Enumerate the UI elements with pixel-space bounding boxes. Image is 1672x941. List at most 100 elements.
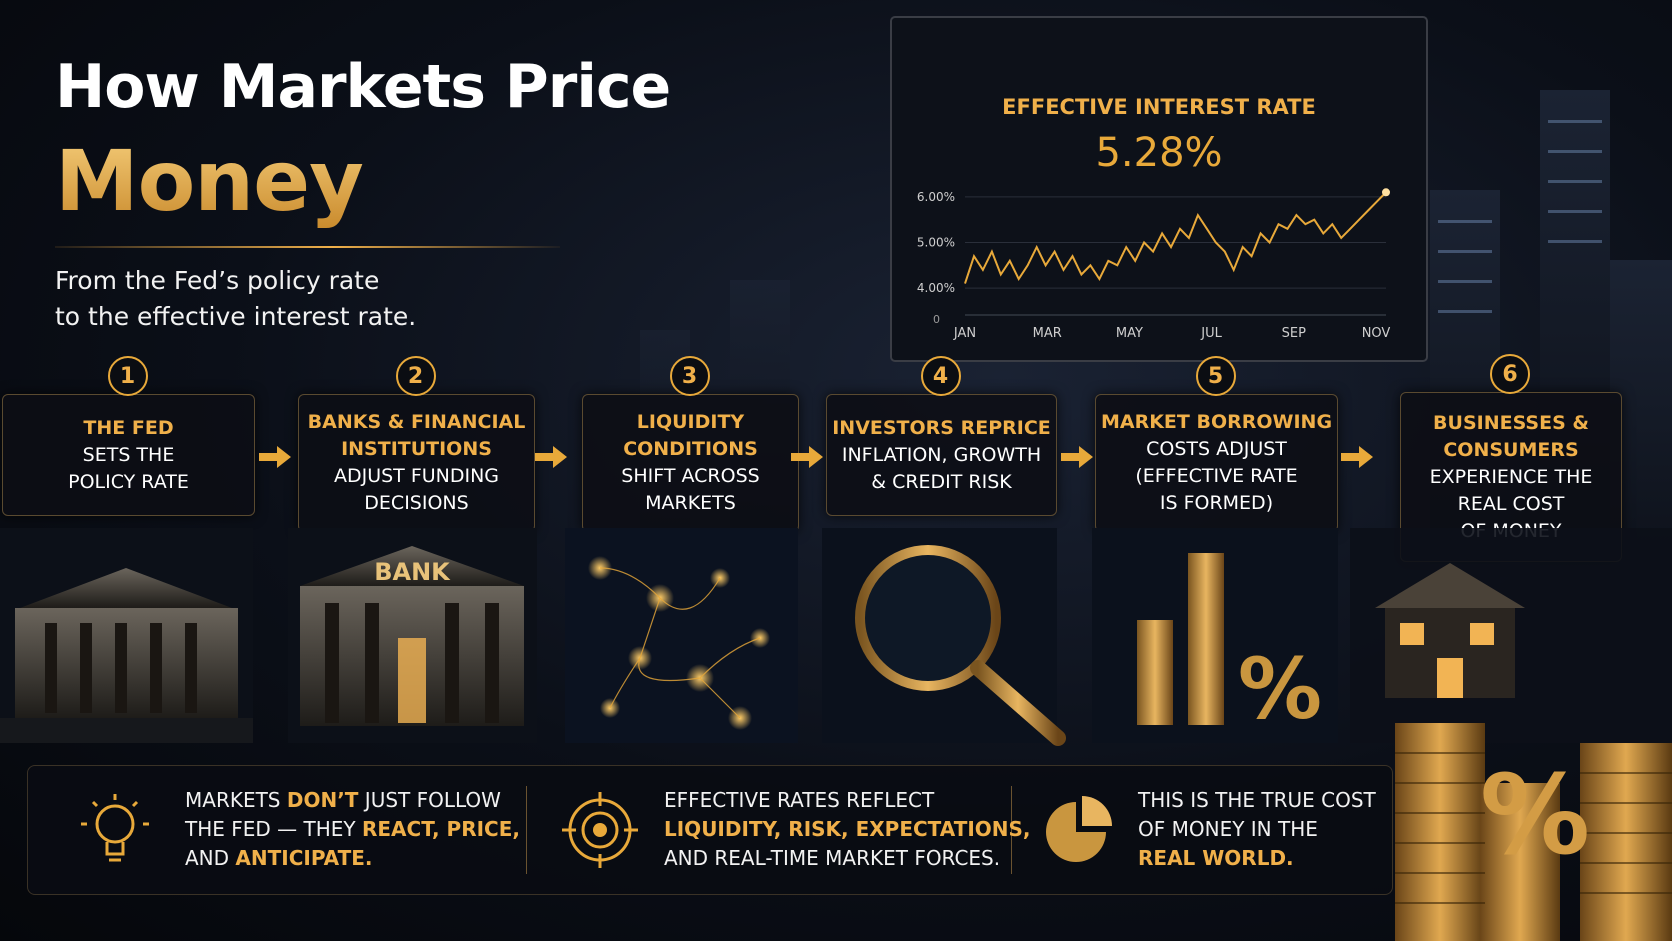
step-number: 2 [395,356,436,396]
chart-headline: 5.28% [1095,130,1222,176]
arrow-shape [259,446,291,468]
y-tick-label: 5.00% [917,236,955,250]
x-tick-label: MAR [1033,326,1062,341]
fed-building [0,528,253,743]
step-text: SETS THE [82,443,175,466]
step-heading: LIQUIDITY [636,411,745,433]
note-text: DON’T [286,788,359,812]
title: How Markets Price [55,52,671,122]
note-text: THIS IS THE TRUE COST [1138,788,1376,812]
coins: % [1395,723,1672,941]
step-heading: MARKET BORROWING [1100,411,1333,433]
step-heading: BANKS & FINANCIAL [307,411,526,433]
note-text: ANTICIPATE. [235,846,373,870]
x-tick-label: JAN [953,326,976,341]
step-heading: THE FED [83,416,174,439]
arrow [1061,446,1093,468]
line [964,191,1387,284]
subtitle: to the effective interest rate. [55,302,417,331]
arrow [791,446,823,468]
step-text: POLICY RATE [68,470,189,493]
step-number: 6 [1490,354,1530,394]
y-origin-label: 0 [933,313,940,326]
note-line: AND ANTICIPATE. [185,844,520,873]
arrow-shape [1061,446,1093,468]
arrow-shape [791,446,823,468]
note-text: MARKETS [185,788,287,812]
illustrations: BANK % [0,528,1672,746]
note-line: OF MONEY IN THE [1138,815,1376,844]
step-text: REAL COST [1457,492,1565,515]
step-box: MARKET BORROWING COSTS ADJUST (EFFECTIVE R… [1095,394,1338,532]
x-tick-label: MAY [1116,326,1143,341]
step-heading: CONSUMERS [1443,438,1579,461]
note-text: LIQUIDITY, RISK, EXPECTATIONS, [664,817,1031,841]
step-text: COSTS ADJUST [1146,438,1287,460]
bank-building: BANK [288,528,537,743]
x-tick-label: NOV [1362,326,1391,341]
percent-sign: % [1480,751,1590,879]
note-text: OF MONEY IN THE [1138,817,1318,841]
divider [526,786,527,874]
target-icon [562,792,638,868]
step-text: DECISIONS [364,492,469,514]
screen-frame [890,16,1428,362]
step-number: 3 [669,356,710,396]
note-line: EFFECTIVE RATES REFLECT [664,786,1031,815]
arrow [535,446,567,468]
bank-sign: BANK [374,558,451,586]
step-text: IS FORMED) [1159,492,1274,514]
arrow-shape [535,446,567,468]
end-point [1382,188,1390,197]
step-text: MARKETS [645,492,736,514]
note-line: REAL WORLD. [1138,844,1376,873]
arrow [259,446,291,468]
note-line: THIS IS THE TRUE COST [1138,786,1376,815]
step-heading: CONDITIONS [623,438,758,460]
chart-screen: EFFECTIVE INTEREST RATE 5.28% 4.00% 5.00%… [890,16,1428,362]
percent-sign: % [1238,640,1322,738]
note-line: AND REAL-TIME MARKET FORCES. [664,844,1031,873]
step-heading: INSTITUTIONS [341,438,492,460]
note-text: REACT, PRICE, [361,817,520,841]
step-heading: BUSINESSES & [1433,411,1589,434]
step-text: ADJUST FUNDING [333,465,500,487]
chart-title: EFFECTIVE INTEREST RATE [1002,95,1316,119]
network-globe [565,528,798,743]
note-text: EFFECTIVE RATES REFLECT [664,788,935,812]
note-text: JUST FOLLOW [358,788,501,812]
arrow-shape [1341,446,1373,468]
step-heading: INVESTORS REPRICE [832,416,1051,439]
notes-bar: MARKETS DON’T JUST FOLLOW THE FED — THEY … [27,765,1393,895]
step-number: 4 [920,356,961,396]
x-tick-label: SEP [1282,326,1306,341]
step-text: SHIFT ACROSS [621,465,760,487]
subtitle: From the Fed’s policy rate [55,266,380,295]
title-highlight: Money [55,132,364,230]
step-text: EXPERIENCE THE [1429,465,1593,488]
step-box: BANKS & FINANCIAL INSTITUTIONS ADJUST FUND… [298,394,535,532]
magnifier [822,528,1066,746]
y-tick-label: 6.00% [917,190,955,204]
step-text: & CREDIT RISK [871,470,1012,493]
note: MARKETS DON’T JUST FOLLOW THE FED — THEY … [185,786,520,873]
bar-graphic: % [1092,528,1338,743]
step-text: INFLATION, GROWTH [841,443,1042,466]
step-box: INVESTORS REPRICE INFLATION, GROWTH & CRED… [826,394,1057,516]
lightbulb-icon [81,794,149,862]
note-line: MARKETS DON’T JUST FOLLOW [185,786,520,815]
note-text: AND REAL-TIME MARKET FORCES. [664,846,1001,870]
x-tick-label: JUL [1200,326,1222,341]
step-box: LIQUIDITY CONDITIONS SHIFT ACROSS MARKETS [582,394,799,532]
step-text: (EFFECTIVE RATE [1135,465,1298,487]
step-number: 1 [107,356,148,396]
pie-icon [1046,796,1112,862]
divider [1011,786,1012,874]
note-line: THE FED — THEY REACT, PRICE, [185,815,520,844]
y-tick-label: 4.00% [917,281,955,295]
note-text: THE FED — THEY [185,817,362,841]
step-box: THE FED SETS THE POLICY RATE [2,394,255,516]
note: EFFECTIVE RATES REFLECT LIQUIDITY, RISK, … [664,786,1031,873]
note: THIS IS THE TRUE COST OF MONEY IN THE REAL… [1138,786,1376,873]
